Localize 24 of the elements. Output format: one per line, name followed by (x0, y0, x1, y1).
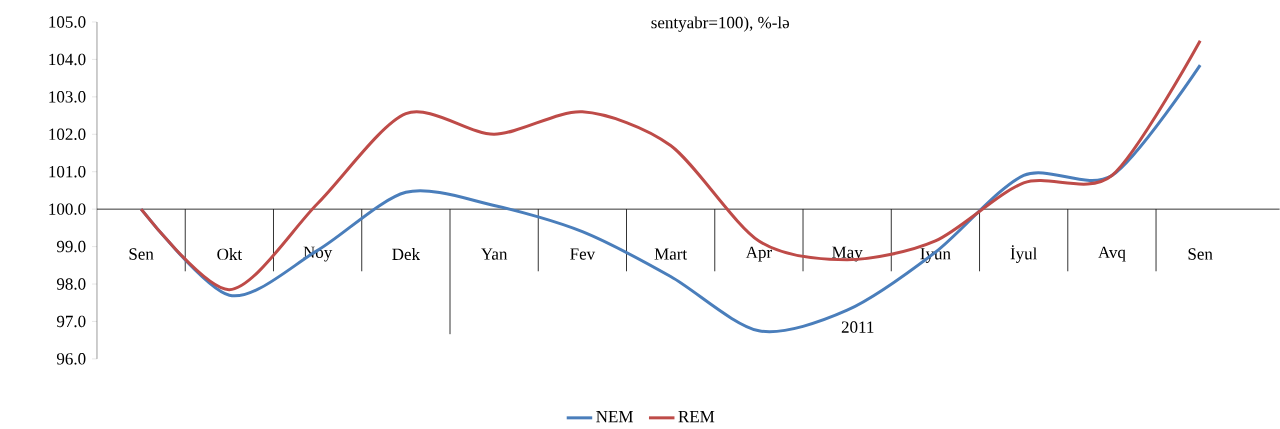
y-tick-label: 98.0 (56, 278, 86, 290)
x-tick-label: Yan (481, 248, 508, 260)
y-tick-label: 101.0 (49, 166, 86, 178)
y-tick-label: 102.0 (49, 128, 86, 141)
x-tick-label: Fev (570, 248, 596, 260)
y-tick-label: 104.0 (49, 53, 86, 66)
x-tick-label: Apr (745, 246, 772, 262)
x-tick-label: Mart (654, 248, 688, 260)
legend-label: REM (678, 411, 715, 423)
x-tick-label: Avq (1098, 246, 1126, 262)
chart-title: sentyabr=100), %-lə (651, 16, 789, 32)
y-tick-label: 105.0 (49, 16, 86, 28)
annotation: 2011 (841, 321, 874, 333)
legend-label: NEM (596, 411, 633, 423)
y-tick-label: 99.0 (56, 240, 86, 253)
y-tick-label: 103.0 (49, 91, 86, 103)
y-tick-label: 100.0 (49, 203, 86, 215)
y-tick-label: 97.0 (56, 315, 86, 328)
x-tick-label: Okt (217, 248, 243, 261)
x-tick-label: Sen (129, 248, 154, 260)
y-tick-label: 96.0 (56, 353, 86, 365)
x-tick-label: Dek (392, 248, 421, 261)
x-tick-label: İyul (1010, 245, 1038, 263)
x-tick-label: Sen (1188, 248, 1213, 260)
